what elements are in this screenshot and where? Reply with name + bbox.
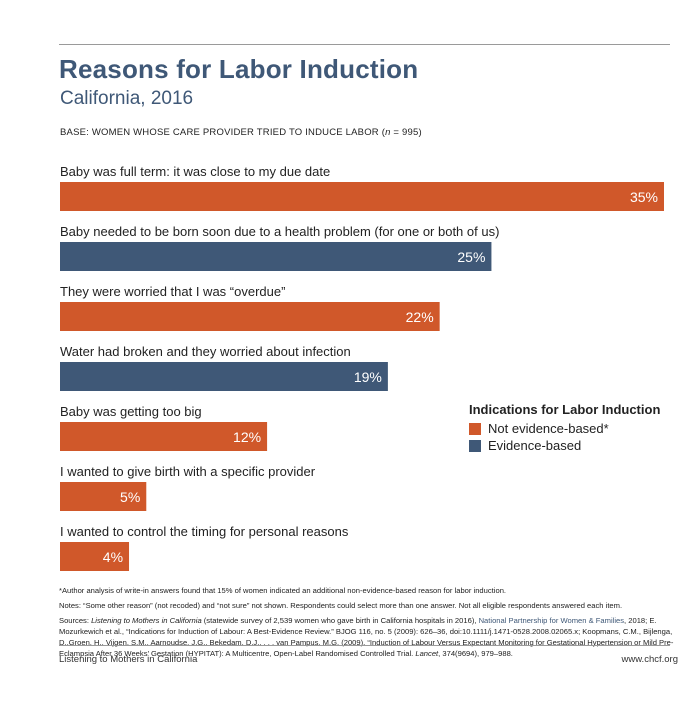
bar-i-wanted-to-control-the-timing-for-perso <box>60 542 130 571</box>
chart-title: Reasons for Labor Induction <box>59 54 419 84</box>
top-rule <box>59 44 670 45</box>
bar-baby-was-full-term-it-was-close-to-my-du <box>60 182 664 211</box>
sources-part1: (statewide survey of 2,539 women who gav… <box>201 616 479 625</box>
category-label-5: Baby was getting too big <box>60 404 202 419</box>
legend-item-not-evidence-based: Not evidence-based* <box>469 421 660 436</box>
bar-i-wanted-to-give-birth-with-a-specific-p <box>60 482 147 511</box>
value-label-3: 22% <box>406 309 434 325</box>
footer-url[interactable]: www.chcf.org <box>621 654 679 665</box>
base-n: n <box>385 127 391 138</box>
sources-link[interactable]: National Partnership for Women & Familie… <box>478 616 625 625</box>
legend: Indications for Labor Induction Not evid… <box>469 402 660 453</box>
notes-line: Notes: “Some other reason” (not recoded)… <box>59 601 623 610</box>
chart-subtitle: California, 2016 <box>60 88 194 109</box>
category-label-3: They were worried that I was “overdue” <box>60 284 285 299</box>
legend-label-evidence-based: Evidence-based <box>488 438 582 453</box>
sources-survey-title: Listening to Mothers in California <box>91 616 202 625</box>
legend-label-not-evidence-based: Not evidence-based* <box>488 421 609 436</box>
bar-baby-needed-to-be-born-soon-due-to-a-hea <box>60 242 492 271</box>
notes-block: *Author analysis of write-in answers fou… <box>59 585 679 663</box>
value-label-1: 35% <box>630 189 658 205</box>
category-label-1: Baby was full term: it was close to my d… <box>60 164 330 179</box>
legend-title: Indications for Labor Induction <box>469 402 661 417</box>
bar-chart: Baby was full term: it was close to my d… <box>60 164 664 571</box>
sources-prefix: Sources: <box>59 616 92 625</box>
value-label-7: 4% <box>103 549 123 565</box>
bottom-rule <box>59 645 670 646</box>
sources-lancet: Lancet <box>415 649 439 658</box>
sources-part2: , 2018; E. Mozurkewich et al., “Indicati… <box>59 616 674 658</box>
sources-part3: , 374(9694), 979–988. <box>438 649 513 658</box>
base-note: BASE: WOMEN WHOSE CARE PROVIDER TRIED TO… <box>60 127 422 138</box>
value-label-4: 19% <box>354 369 382 385</box>
bar-they-were-worried-that-i-was-overdue <box>60 302 440 331</box>
base-suffix: = 995) <box>390 127 422 138</box>
category-label-2: Baby needed to be born soon due to a hea… <box>60 224 499 239</box>
legend-swatch-evidence-based <box>469 439 481 452</box>
category-label-6: I wanted to give birth with a specific p… <box>60 464 316 479</box>
base-prefix: BASE: WOMEN WHOSE CARE PROVIDER TRIED TO… <box>60 127 386 138</box>
category-label-7: I wanted to control the timing for perso… <box>60 524 349 539</box>
footer-publication: Listening to Mothers in California <box>59 654 198 665</box>
legend-item-evidence-based: Evidence-based <box>469 438 660 453</box>
bar-water-had-broken-and-they-worried-about- <box>60 362 388 391</box>
sources: Sources: Listening to Mothers in Califor… <box>59 615 679 659</box>
value-label-6: 5% <box>120 489 140 505</box>
category-label-4: Water had broken and they worried about … <box>60 344 351 359</box>
value-label-5: 12% <box>233 429 261 445</box>
footnote: *Author analysis of write-in answers fou… <box>59 586 507 595</box>
legend-swatch-not-evidence-based <box>469 422 481 435</box>
bar-baby-was-getting-too-big <box>60 422 268 451</box>
value-label-2: 25% <box>457 249 485 265</box>
